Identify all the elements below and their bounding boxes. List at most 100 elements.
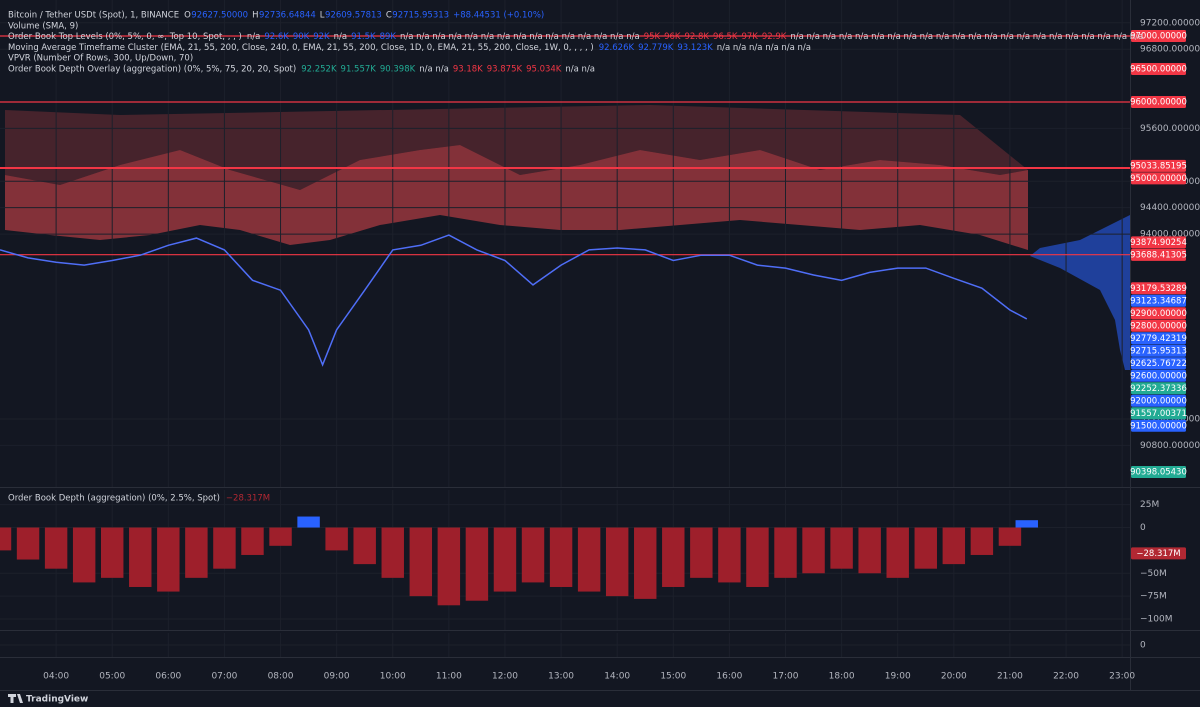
- logo-icon: [8, 694, 23, 703]
- legend-label: VPVR (Number Of Rows, 300, Up/Down, 70): [8, 54, 193, 64]
- y-tick-label: −100M: [1140, 615, 1172, 625]
- depth-bar: [746, 527, 769, 587]
- legend-value: 90.398K: [380, 65, 416, 75]
- legend-value: 92627.50000: [191, 11, 248, 21]
- price-tag-label: 93688.41305: [1130, 250, 1187, 260]
- depth-bar: [465, 527, 489, 601]
- y-tick-label: 90800.00000: [1140, 441, 1200, 451]
- legend-label: Order Book Depth Overlay (aggregation) (…: [8, 65, 296, 75]
- price-tag: [1131, 357, 1186, 370]
- x-tick-label: 19:00: [885, 672, 911, 682]
- depth-bar: [914, 527, 937, 569]
- depth-bar: [269, 527, 292, 546]
- legend-value: L: [320, 11, 325, 21]
- legend-label: Order Book Top Levels (0%, 5%, 0, ∞, Top…: [8, 32, 242, 42]
- price-tag-label: 92779.42319: [1130, 334, 1187, 344]
- legend-value: 92.779K: [638, 43, 674, 53]
- x-tick-label: 15:00: [660, 672, 686, 682]
- depth-bar: [774, 527, 797, 578]
- price-tag-label: 92252.37336: [1130, 384, 1187, 394]
- depth-bar: [634, 527, 657, 599]
- price-tag-label: 95033.85195: [1130, 161, 1187, 171]
- legend-value: 92.9K: [762, 32, 787, 42]
- x-tick-label: 08:00: [268, 672, 294, 682]
- price-tag: [1131, 394, 1186, 407]
- depth-bar: [718, 527, 741, 583]
- depth-bar: [297, 516, 320, 528]
- depth-bar: [662, 527, 685, 587]
- depth-bar: [381, 527, 404, 578]
- depth-bar: [213, 527, 236, 569]
- depth-bar: [886, 527, 909, 578]
- price-tag-label: 92600.00000: [1130, 371, 1187, 381]
- price-tag: [1131, 344, 1186, 357]
- legend-value: H: [252, 11, 258, 21]
- depth-bar: [577, 527, 601, 592]
- depth-bar: [0, 527, 12, 551]
- price-tag: [1131, 382, 1186, 395]
- legend-value: 93.18K: [453, 65, 483, 75]
- legend-value: 92.626K: [599, 43, 635, 53]
- depth-bar: [605, 527, 629, 597]
- x-tick-label: 16:00: [716, 672, 742, 682]
- x-tick-label: 18:00: [829, 672, 855, 682]
- legend-value: n/a n/a: [419, 65, 449, 75]
- price-tag: [1131, 96, 1186, 109]
- depth-bar: [521, 527, 545, 583]
- depth-overlay: [5, 145, 1028, 250]
- x-tick-label: 22:00: [1053, 672, 1079, 682]
- depth-bar: [100, 527, 124, 578]
- y-tick-label: −75M: [1140, 592, 1167, 602]
- legend-value: n/a n/a n/a n/a n/a n/a: [717, 43, 811, 53]
- depth-bar: [409, 527, 433, 597]
- price-tag-label: 97000.00000: [1130, 31, 1187, 41]
- legend-value: 92K: [313, 32, 330, 42]
- y-tick-label: 91200.00000: [1140, 414, 1200, 424]
- x-tick-label: 09:00: [324, 672, 350, 682]
- x-tick-label: 14:00: [604, 672, 630, 682]
- price-line: [0, 234, 1028, 367]
- depth-bar: [549, 527, 573, 587]
- legend-value: 96K: [664, 32, 681, 42]
- pane-title: Order Book Depth (aggregation) (0%, 2.5%…: [8, 494, 220, 504]
- y-tick-label: 0: [1140, 523, 1146, 533]
- y-tick-label: 97200.00000: [1140, 18, 1200, 28]
- legend-value: C: [386, 11, 392, 21]
- legend-value: 92609.57813: [325, 11, 382, 21]
- legend-value: n/a n/a: [565, 65, 595, 75]
- price-tag: [1131, 369, 1186, 382]
- y-tick-label: 96800.00000: [1140, 45, 1200, 55]
- price-tag-label: 95000.00000: [1130, 174, 1187, 184]
- x-tick-label: 12:00: [492, 672, 518, 682]
- price-tag: [1131, 248, 1186, 261]
- x-tick-label: 20:00: [941, 672, 967, 682]
- y-tick-label: 94000.00000: [1140, 230, 1200, 240]
- y-tick-label: 94400.00000: [1140, 203, 1200, 213]
- price-tag-label: 92900.00000: [1130, 309, 1187, 319]
- x-tick-label: 05:00: [99, 672, 125, 682]
- value-tag: [1131, 547, 1186, 560]
- legend-value: 95.034K: [526, 65, 562, 75]
- depth-bar: [942, 527, 966, 565]
- legend-value: 90K: [293, 32, 310, 42]
- x-tick-label: 17:00: [773, 672, 799, 682]
- depth-bar: [129, 527, 152, 587]
- legend-value: n/a n/a n/a n/a n/a n/a n/a n/a n/a n/a …: [790, 32, 1143, 42]
- depth-bar: [493, 527, 517, 592]
- price-tag: [1131, 332, 1186, 345]
- price-tag-label: 96500.00000: [1130, 65, 1187, 75]
- legend-value: 96.5K: [713, 32, 738, 42]
- price-tag: [1131, 465, 1186, 478]
- depth-bar: [830, 527, 853, 569]
- legend-value: n/a: [247, 32, 260, 42]
- price-tag-label: 93874.90254: [1130, 238, 1187, 248]
- legend-value: 97K: [741, 32, 758, 42]
- depth-bar: [802, 527, 825, 574]
- price-tag: [1131, 172, 1186, 185]
- legend-value: 92.6K: [264, 32, 289, 42]
- price-tag-label: 91500.00000: [1130, 421, 1187, 431]
- depth-bar: [970, 527, 994, 555]
- x-tick-label: 10:00: [380, 672, 406, 682]
- legend-value: 89K: [380, 32, 397, 42]
- depth-bar: [241, 527, 264, 555]
